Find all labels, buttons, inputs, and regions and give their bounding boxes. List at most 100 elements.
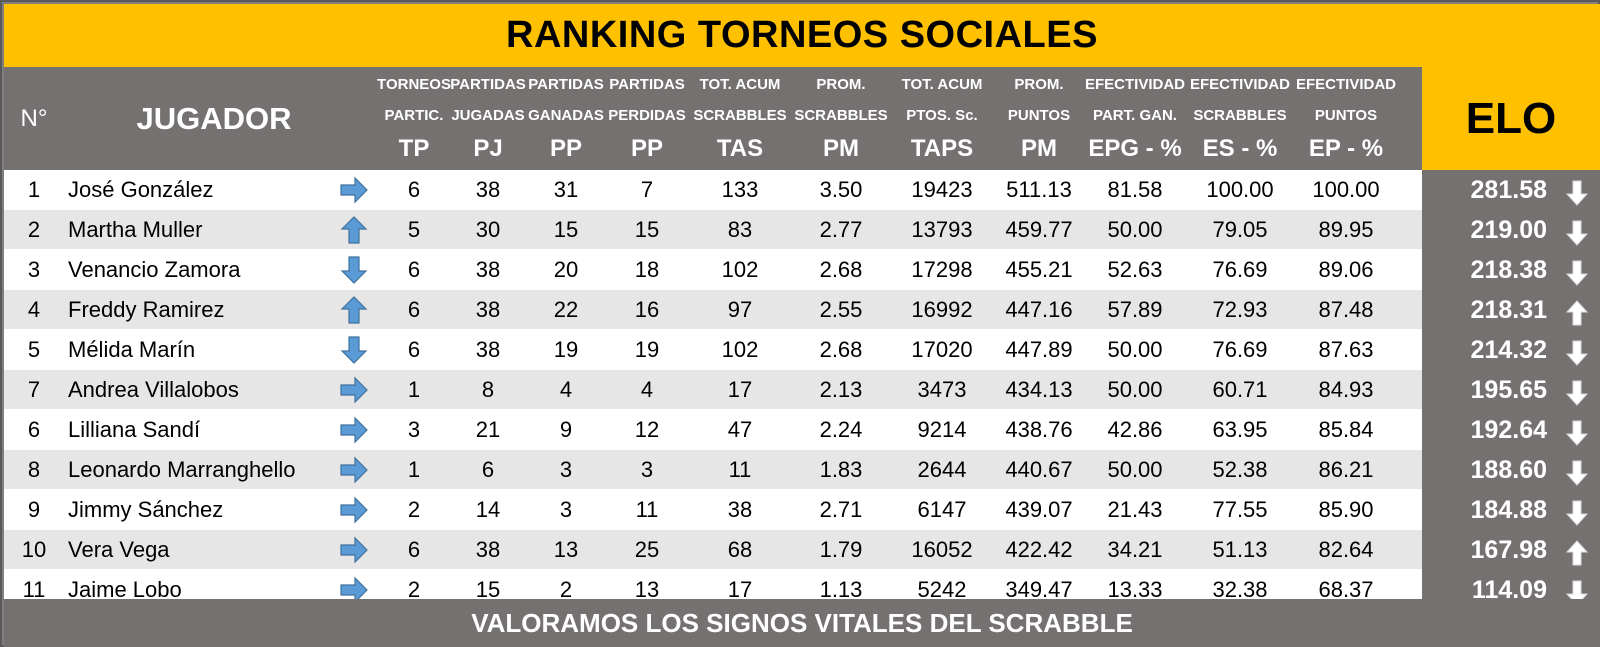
stat-cell-pm: 439.07 — [1005, 497, 1073, 522]
stat-cell-pm: 447.89 — [1005, 337, 1073, 362]
elo-value: 218.38 — [1470, 256, 1547, 284]
stat-cell-pp: 15 — [634, 217, 660, 242]
stat-cell-tp: 6 — [407, 297, 421, 322]
stat-cell-pp: 16 — [634, 297, 660, 322]
stat-cell-pp: 31 — [553, 177, 579, 202]
stat-cell-pm: 2.77 — [819, 217, 863, 242]
stat-cell-ep: 68.37 — [1318, 577, 1374, 602]
stat-cell-es: 52.38 — [1212, 457, 1268, 482]
stat-cell-pp: 2 — [559, 577, 573, 602]
stat-cell-taps: 16052 — [911, 537, 973, 562]
column-title-line: PERDIDAS — [608, 107, 686, 124]
elo-arrow-down-icon — [1565, 498, 1589, 526]
stat-cell-es: 100.00 — [1206, 177, 1274, 202]
stat-cell-pp: 4 — [559, 377, 573, 402]
elo-value: 218.31 — [1470, 296, 1547, 324]
stat-cell-pm: 3.50 — [819, 177, 863, 202]
player-name: José González — [68, 177, 214, 202]
column-title-line: PROM. — [1014, 76, 1064, 93]
table-row: 8 Leonardo Marranghello 1 6 3 3 11 1.83 2644 440.… — [4, 450, 1600, 490]
stat-cell-tas: 17 — [727, 577, 753, 602]
stat-cell-pm: 434.13 — [1005, 377, 1073, 402]
elo-cell: 214.32 — [1422, 330, 1600, 370]
column-title-line: PUNTOS — [1314, 107, 1378, 124]
player-name: Mélida Marín — [68, 337, 196, 362]
column-abbreviation: TAS — [716, 135, 764, 162]
elo-arrow-down-icon — [1565, 418, 1589, 446]
stat-cell-pm: 2.55 — [819, 297, 863, 322]
player-name: Vera Vega — [68, 537, 170, 562]
column-abbreviation: TP — [398, 135, 430, 162]
stat-cell-pj: 14 — [475, 497, 501, 522]
table-row: 5 Mélida Marín 6 38 19 19 102 2.68 17020 447.89 50… — [4, 330, 1600, 370]
stat-cell-es: 76.69 — [1212, 257, 1268, 282]
column-title-line: PROM. — [816, 76, 866, 93]
stat-cell-tp: 6 — [407, 257, 421, 282]
stat-cell-tp: 2 — [407, 577, 421, 602]
stat-cell-taps: 9214 — [917, 417, 967, 442]
player-name: Martha Muller — [68, 217, 203, 242]
elo-cell: 219.00 — [1422, 210, 1600, 250]
player-name: Freddy Ramirez — [68, 297, 225, 322]
stat-cell-epg: 81.58 — [1107, 177, 1163, 202]
rank-number: 3 — [27, 257, 41, 282]
stat-cell-pj: 8 — [481, 377, 495, 402]
stat-cell-epg: 50.00 — [1107, 217, 1163, 242]
stat-cell-pj: 30 — [475, 217, 501, 242]
column-abbreviation: TAPS — [910, 135, 974, 162]
stat-cell-pp: 15 — [553, 217, 579, 242]
stat-cell-pp: 13 — [553, 537, 579, 562]
stat-cell-tp: 3 — [407, 417, 421, 442]
row-background — [4, 210, 1422, 250]
row-background — [4, 410, 1422, 450]
column-title-line: PARTIDAS — [450, 76, 526, 93]
stat-cell-pj: 38 — [475, 537, 501, 562]
stat-cell-pm: 349.47 — [1005, 577, 1073, 602]
player-name: Leonardo Marranghello — [68, 457, 296, 482]
stat-cell-ep: 82.64 — [1318, 537, 1374, 562]
stat-cell-pm: 447.16 — [1005, 297, 1073, 322]
player-name: Lilliana Sandí — [68, 417, 201, 442]
arrow-up-icon — [334, 210, 374, 250]
arrow-right-icon — [334, 530, 374, 570]
stat-cell-pj: 38 — [475, 337, 501, 362]
stat-cell-pm: 2.24 — [819, 417, 863, 442]
stat-cell-tp: 2 — [407, 497, 421, 522]
stat-cell-taps: 3473 — [917, 377, 967, 402]
stat-cell-pm: 2.71 — [819, 497, 863, 522]
column-header-4: PARTIDAS PERDIDAS PP — [605, 69, 689, 167]
table-row: 1 José González 6 38 31 7 133 3.50 19423 511.13 81… — [4, 170, 1600, 210]
table-row: 10 Vera Vega 6 38 13 25 68 1.79 16052 422.42 34.21… — [4, 530, 1600, 570]
row-background — [4, 290, 1422, 330]
elo-arrow-up-icon — [1565, 298, 1589, 326]
rank-number: 11 — [22, 577, 46, 602]
stat-cell-pp: 11 — [635, 497, 659, 522]
row-background — [4, 490, 1422, 530]
rank-number: 7 — [27, 377, 41, 402]
rank-number: 4 — [27, 297, 41, 322]
stat-cell-es: 32.38 — [1212, 577, 1268, 602]
row-background — [4, 450, 1422, 490]
elo-value: 214.32 — [1470, 336, 1547, 364]
stat-cell-ep: 84.93 — [1318, 377, 1374, 402]
stat-cell-pm: 511.13 — [1006, 177, 1072, 202]
stat-cell-es: 76.69 — [1212, 337, 1268, 362]
table-row: 9 Jimmy Sánchez 2 14 3 11 38 2.71 6147 439.07 21.4… — [4, 490, 1600, 530]
elo-arrow-down-icon — [1565, 258, 1589, 286]
stat-cell-tp: 6 — [407, 177, 421, 202]
column-title-line: PART. GAN. — [1093, 107, 1177, 124]
column-header-number: N° — [20, 105, 48, 132]
stat-cell-taps: 2644 — [917, 457, 967, 482]
stat-cell-pm: 459.77 — [1005, 217, 1073, 242]
column-title-line: PARTIC. — [384, 107, 444, 124]
rank-number: 10 — [21, 537, 47, 562]
stat-cell-tas: 11 — [728, 457, 752, 482]
stat-cell-pp: 20 — [553, 257, 579, 282]
player-name: Jimmy Sánchez — [68, 497, 224, 522]
rank-number: 6 — [27, 417, 41, 442]
elo-cell: 281.58 — [1422, 170, 1600, 210]
column-title-line: EFECTIVIDAD — [1084, 76, 1185, 93]
rank-number: 1 — [27, 177, 41, 202]
stat-cell-tp: 6 — [407, 337, 421, 362]
elo-value: 167.98 — [1470, 536, 1547, 564]
